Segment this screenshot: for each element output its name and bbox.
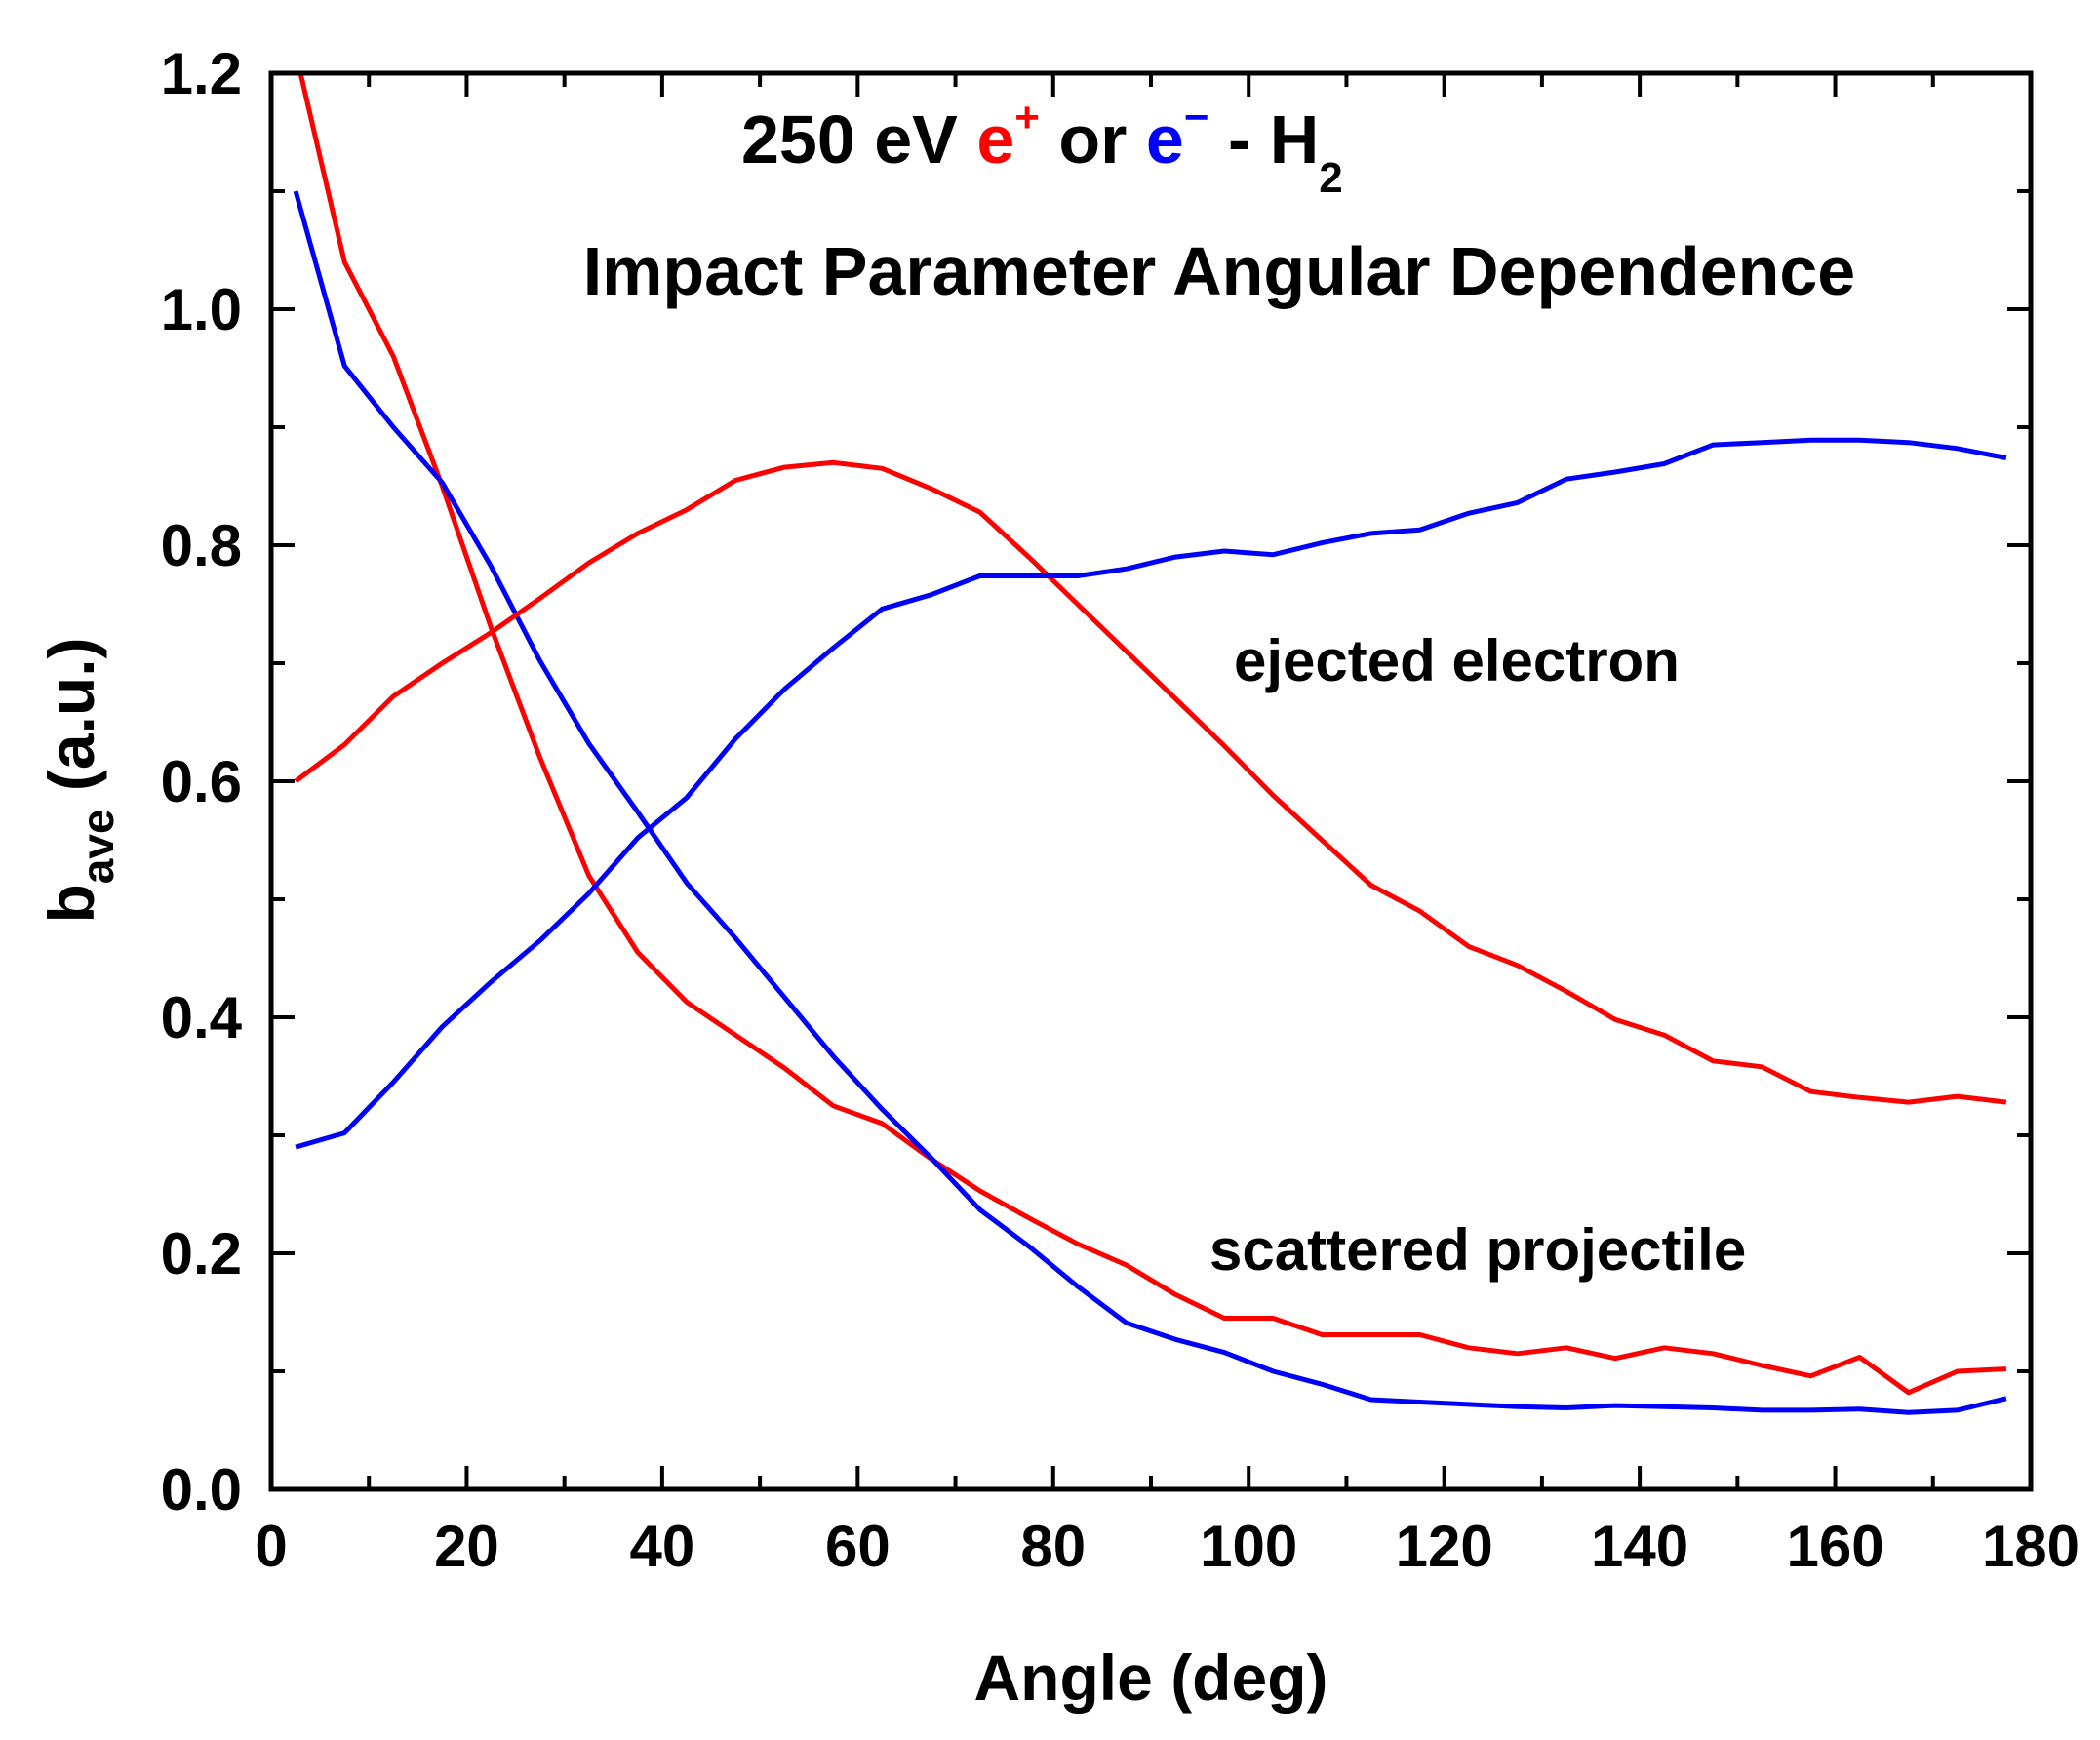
x-tick-label: 60: [825, 1514, 891, 1579]
annotation-ejected-electron: ejected electron: [1234, 628, 1680, 693]
x-tick-label: 20: [434, 1514, 499, 1579]
title-target: - H: [1209, 101, 1320, 178]
y-axis-title-unit: (a.u.): [35, 637, 107, 809]
series-layer: [293, 73, 2007, 1415]
x-tick-label: 0: [255, 1514, 287, 1579]
series-line-positron-scattered: [297, 73, 2007, 1396]
y-axis-title-sub: ave: [72, 809, 123, 884]
y-axis-title-main: b: [35, 884, 107, 923]
x-tick-label: 140: [1591, 1514, 1688, 1579]
series-line-positron-ejected: [294, 459, 2007, 1105]
x-tick-label: 100: [1200, 1514, 1297, 1579]
chart-subtitle: Impact Parameter Angular Dependence: [583, 233, 1856, 309]
y-tick-label: 1.0: [161, 277, 242, 342]
x-axis-title: Angle (deg): [974, 1641, 1328, 1714]
title-electron: e: [1146, 101, 1184, 178]
x-tick-label: 40: [630, 1514, 695, 1579]
y-tick-label: 0.4: [161, 985, 243, 1050]
y-tick-label: 1.2: [161, 41, 242, 106]
x-tick-label: 80: [1020, 1514, 1086, 1579]
y-tick-label: 0.8: [161, 513, 242, 578]
annotation-scattered-projectile: scattered projectile: [1209, 1217, 1746, 1283]
title-prefix: 250 eV: [741, 101, 976, 178]
x-tick-label: 180: [1982, 1514, 2080, 1579]
title-target-sub: 2: [1319, 154, 1342, 202]
x-tick-label: 120: [1396, 1514, 1493, 1579]
y-tick-label: 0.0: [161, 1457, 242, 1522]
x-tick-label: 160: [1787, 1514, 1884, 1579]
y-axis-title: bave (a.u.): [35, 637, 123, 923]
y-tick-label: 0.6: [161, 749, 242, 814]
series-line-electron-ejected: [295, 437, 2007, 1150]
y-tick-label: 0.2: [161, 1221, 242, 1286]
series-line-electron-scattered: [293, 190, 2007, 1415]
title-positron: e: [976, 101, 1014, 178]
chart-title: 250 eV e+ or e− - H2: [741, 94, 1343, 202]
ticks-layer: 0 20 40 60 80 100 120 140 160 180 0.0 0.2 0.4 0.6 0.8 1…: [161, 41, 2080, 1579]
title-positron-sup: +: [1014, 94, 1040, 141]
title-or: or: [1040, 101, 1146, 178]
title-electron-sup: −: [1184, 94, 1209, 141]
